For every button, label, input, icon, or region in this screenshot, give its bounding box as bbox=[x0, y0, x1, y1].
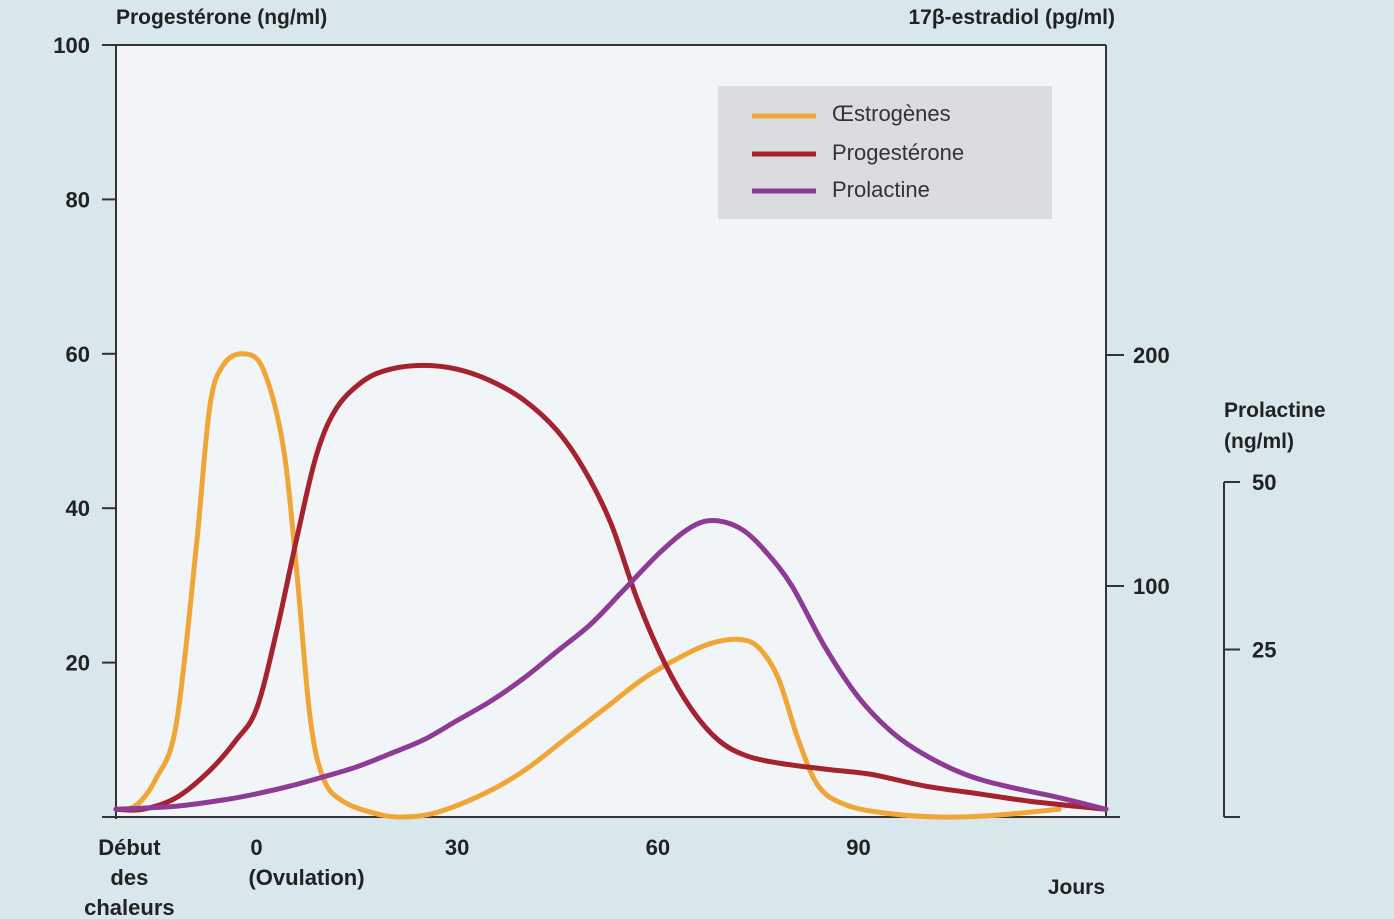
x-tick-label: chaleurs bbox=[84, 895, 175, 919]
series-line-prolactin bbox=[113, 517, 1109, 812]
prolactin-axis-title-line2: (ng/ml) bbox=[1224, 430, 1294, 453]
series-line-progesterone bbox=[113, 362, 1109, 813]
y-right-tick-label: 100 bbox=[1133, 574, 1170, 599]
legend-label-progesterone: Progestérone bbox=[832, 140, 964, 165]
y-left-tick-label: 40 bbox=[66, 496, 90, 521]
x-tick-label: 30 bbox=[445, 835, 469, 860]
x-axis-unit-label: Jours bbox=[1048, 876, 1105, 899]
x-tick-label: 90 bbox=[846, 835, 870, 860]
y-left-tick-label: 60 bbox=[66, 342, 90, 367]
x-tick-label: (Ovulation) bbox=[248, 865, 364, 890]
y-prolactin-tick-label: 50 bbox=[1252, 470, 1276, 495]
axes: 20 40 60 80 100 100 200 25 50 Début des chaleurs 0 (O… bbox=[53, 33, 1276, 919]
series-line-estrogen bbox=[113, 351, 1062, 820]
legend-label-prolactin: Prolactine bbox=[832, 177, 930, 202]
right-axis-title: 17β-estradiol (pg/ml) bbox=[908, 6, 1115, 29]
y-left-tick-label: 20 bbox=[66, 651, 90, 676]
legend-label-estrogen: Œstrogènes bbox=[832, 101, 951, 126]
y-left-tick-label: 80 bbox=[66, 187, 90, 212]
left-axis-title: Progestérone (ng/ml) bbox=[116, 6, 327, 29]
y-left-tick-label: 100 bbox=[53, 33, 90, 58]
y-right-tick-label: 200 bbox=[1133, 343, 1170, 368]
series-layer bbox=[113, 351, 1109, 820]
prolactin-axis-title-line1: Prolactine bbox=[1224, 399, 1326, 422]
y-prolactin-tick-label: 25 bbox=[1252, 638, 1276, 663]
legend: Œstrogènes Progestérone Prolactine bbox=[718, 86, 1052, 219]
x-tick-label: 60 bbox=[646, 835, 670, 860]
x-tick-label: des bbox=[110, 865, 148, 890]
x-tick-label: 0 bbox=[250, 835, 262, 860]
x-tick-label: Début bbox=[98, 835, 161, 860]
